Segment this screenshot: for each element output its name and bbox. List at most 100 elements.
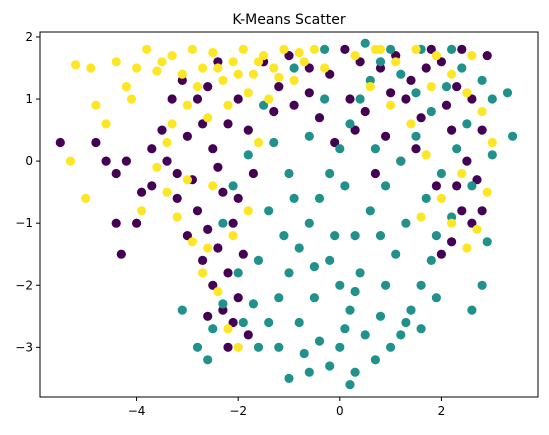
data-point [416,113,426,123]
data-point [264,317,274,328]
data-point [457,206,467,216]
data-point [167,51,177,61]
x-axis: −4 −2 0 2 [128,397,445,418]
data-point [233,193,243,203]
data-point [309,262,319,272]
data-point [213,243,223,253]
data-point [314,336,325,346]
data-point [172,168,182,179]
data-point [284,168,294,179]
data-point [279,44,289,55]
plot-frame [39,31,539,398]
data-point [431,51,441,61]
data-point [218,299,228,309]
data-point [421,63,431,73]
data-point [452,82,462,92]
data-point [447,237,457,247]
data-point [269,106,279,117]
data-point [253,342,264,352]
data-point [147,144,157,154]
data-point [223,100,233,110]
data-point [477,75,487,85]
y-tick-label: −3 [15,340,33,354]
data-point [467,181,477,191]
data-point [477,280,487,290]
data-point [198,268,208,278]
data-point [198,63,208,73]
data-point [203,311,213,321]
data-point [452,144,462,154]
data-point [411,88,421,98]
data-point [294,243,304,253]
data-point [447,44,457,55]
data-point [187,237,197,247]
data-point [457,168,467,179]
data-point [467,305,477,315]
data-point [294,317,304,328]
data-point [482,51,492,61]
data-point [182,131,192,141]
data-point [269,63,279,73]
data-point [172,212,182,222]
data-point [431,293,441,303]
data-point [411,44,421,55]
data-point [121,82,131,92]
data-point [248,168,258,179]
y-tick-label: −1 [15,216,33,230]
data-point [274,82,284,92]
data-point [152,162,162,172]
data-point [441,82,452,92]
data-point [142,44,152,55]
data-point [467,218,477,228]
data-point [274,293,284,303]
data-point [126,94,137,104]
data-point [264,94,274,104]
data-point [274,72,284,82]
data-point [243,206,253,216]
data-point [187,44,197,55]
data-point [162,187,172,197]
data-point [350,231,360,241]
data-point [335,144,345,154]
data-point [375,44,386,55]
data-point [101,119,111,129]
data-point [162,156,172,166]
data-point [375,231,386,241]
data-point [111,218,121,228]
data-point [81,193,91,203]
data-point [416,212,426,222]
data-point [340,44,350,55]
data-point [421,150,431,160]
data-point [472,175,482,185]
data-point [289,100,299,110]
x-tick-label: −4 [128,404,146,418]
data-point [228,218,238,228]
data-point [441,100,452,110]
data-point [208,144,218,154]
data-point [91,100,101,110]
data-point [350,51,360,61]
data-point [198,255,208,265]
data-point [243,88,253,98]
data-point [325,255,335,265]
cluster-2 [65,44,497,352]
data-point [157,125,167,135]
data-point [269,137,279,148]
data-point [340,181,350,191]
data-point [182,175,192,185]
data-point [370,168,380,179]
data-point [360,330,370,340]
data-point [330,137,340,148]
data-point [304,218,314,228]
data-point [132,218,142,228]
data-point [65,156,76,166]
data-point [162,137,172,148]
data-point [477,106,487,117]
data-point [299,57,309,67]
data-point [340,324,350,334]
data-point [350,286,360,297]
data-point [203,224,213,234]
data-point [203,113,213,123]
data-point [86,63,96,73]
